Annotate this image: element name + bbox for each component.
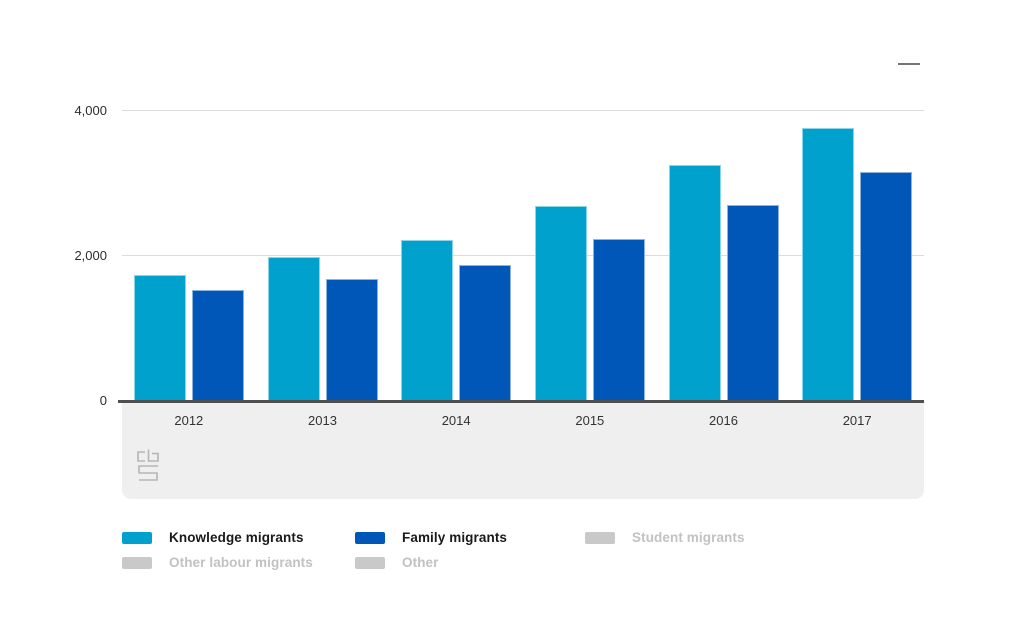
- legend-item-student-migrants[interactable]: Student migrants: [585, 525, 745, 550]
- bar-2012-family-migrants[interactable]: [192, 290, 244, 401]
- bar-2016-family-migrants[interactable]: [727, 205, 779, 401]
- gridline-4000: [122, 110, 924, 111]
- legend-row-2: Other labour migrants Other: [122, 550, 902, 575]
- bar-2012-knowledge-migrants[interactable]: [134, 275, 186, 401]
- bar-2013-family-migrants[interactable]: [326, 279, 378, 401]
- legend-swatch-icon: [122, 531, 152, 544]
- bar-2016-knowledge-migrants[interactable]: [669, 165, 721, 401]
- legend-item-other[interactable]: Other: [355, 550, 439, 575]
- legend-item-knowledge-migrants[interactable]: Knowledge migrants: [122, 525, 304, 550]
- x-axis-band: [122, 403, 924, 499]
- chart-menu-dash-icon[interactable]: [898, 63, 920, 65]
- legend-swatch-icon: [355, 531, 385, 544]
- y-tick-label: 2,000: [74, 247, 107, 263]
- x-tick-label-2016: 2016: [709, 413, 738, 428]
- legend-label: Student migrants: [632, 530, 745, 545]
- x-tick-label-2013: 2013: [308, 413, 337, 428]
- x-tick-label-2012: 2012: [174, 413, 204, 428]
- x-tick-label-2014: 2014: [441, 413, 471, 428]
- x-axis-line: [118, 400, 924, 403]
- bar-2017-family-migrants[interactable]: [860, 172, 912, 401]
- plot-area: [134, 128, 912, 401]
- legend-item-family-migrants[interactable]: Family migrants: [355, 525, 507, 550]
- bar-2014-family-migrants[interactable]: [459, 265, 511, 401]
- legend-swatch-icon: [585, 531, 615, 544]
- legend-label: Other: [402, 555, 439, 570]
- y-tick-label: 0: [99, 393, 107, 408]
- legend-label: Other labour migrants: [169, 555, 313, 570]
- x-tick-label-2017: 2017: [842, 413, 872, 428]
- legend-swatch-icon: [355, 556, 385, 569]
- legend-item-other-labour-migrants[interactable]: Other labour migrants: [122, 550, 313, 575]
- legend-swatch-icon: [122, 556, 152, 569]
- y-tick-label: 4,000: [74, 102, 107, 118]
- bar-2015-knowledge-migrants[interactable]: [535, 206, 587, 401]
- gridline-2000: [122, 255, 924, 257]
- bar-2013-knowledge-migrants[interactable]: [268, 257, 320, 401]
- chart-legend: Knowledge migrants Family migrants Student…: [122, 525, 902, 575]
- bar-2015-family-migrants[interactable]: [593, 239, 645, 401]
- legend-row-1: Knowledge migrants Family migrants Student…: [122, 525, 902, 550]
- bar-2014-knowledge-migrants[interactable]: [401, 240, 453, 401]
- legend-label: Knowledge migrants: [169, 530, 304, 545]
- bar-2017-knowledge-migrants[interactable]: [802, 128, 854, 401]
- cbs-logo-icon: [137, 449, 159, 481]
- x-tick-label-2015: 2015: [575, 413, 605, 428]
- legend-label: Family migrants: [402, 530, 508, 545]
